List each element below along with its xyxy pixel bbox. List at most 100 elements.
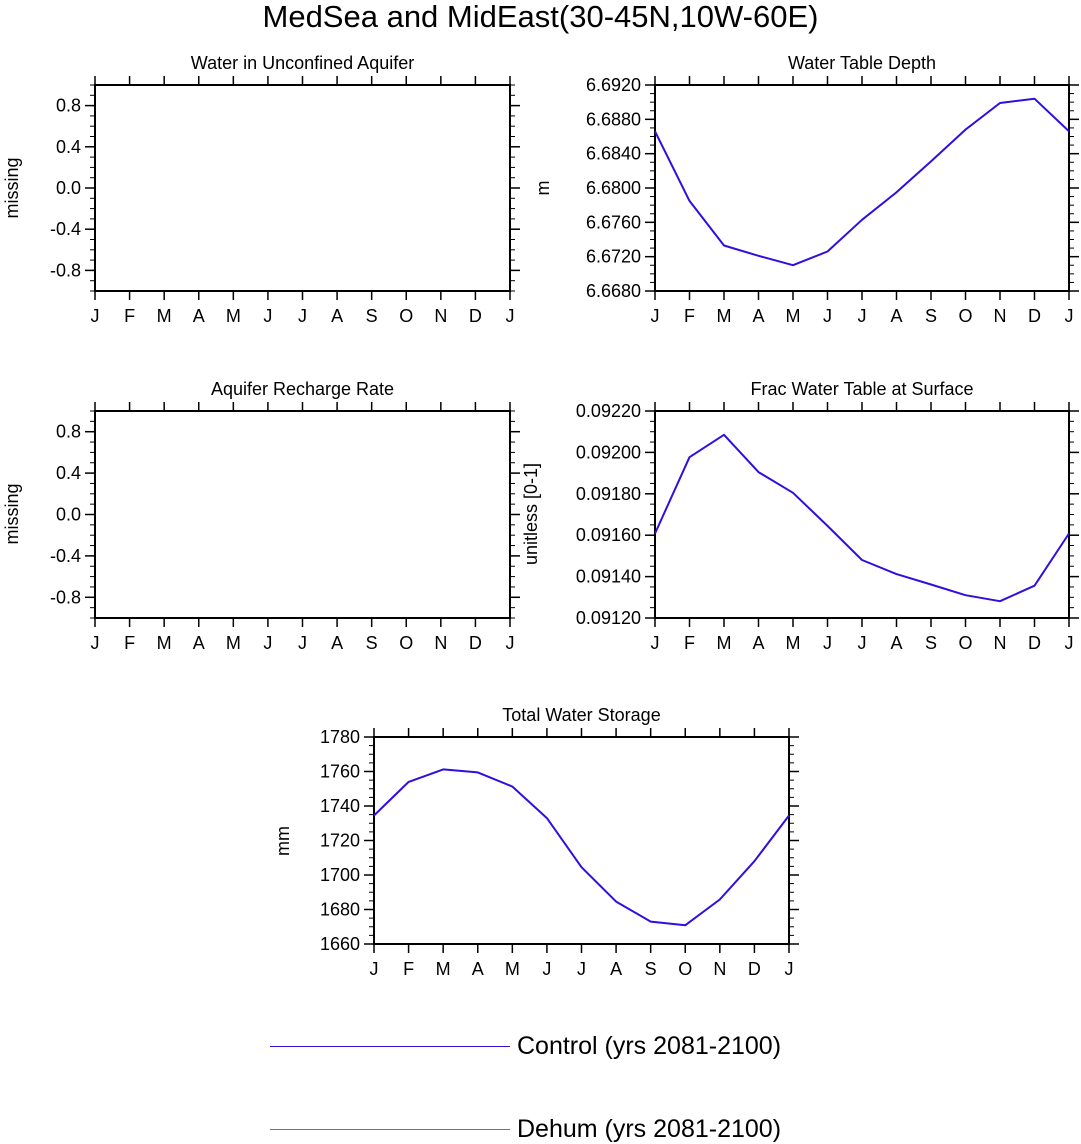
x-tick-label: A xyxy=(610,959,622,979)
x-tick-label: J xyxy=(1065,633,1074,653)
x-tick-label: M xyxy=(436,959,451,979)
x-tick-label: D xyxy=(469,306,482,326)
legend-label-dehum: Dehum (yrs 2081-2100) xyxy=(517,1115,782,1143)
y-tick-label: 0.09180 xyxy=(576,484,641,504)
y-tick-label: 6.6720 xyxy=(586,247,641,267)
x-tick-label: A xyxy=(752,633,764,653)
y-tick-label: 1760 xyxy=(320,762,360,782)
y-tick-label: 0.0 xyxy=(56,505,81,525)
y-tick-label: 0.09120 xyxy=(576,608,641,628)
x-tick-label: N xyxy=(434,633,447,653)
x-tick-label: J xyxy=(858,633,867,653)
plot-frame xyxy=(94,84,511,292)
x-tick-label: M xyxy=(226,633,241,653)
y-tick-label: 1700 xyxy=(320,865,360,885)
x-tick-label: O xyxy=(399,633,413,653)
x-tick-label: M xyxy=(226,306,241,326)
y-tick-label: -0.4 xyxy=(50,546,81,566)
x-tick-label: M xyxy=(157,306,172,326)
y-tick-label: 6.6680 xyxy=(586,281,641,301)
y-tick-label: 0.09140 xyxy=(576,567,641,587)
x-tick-label: A xyxy=(331,633,343,653)
x-tick-label: A xyxy=(472,959,484,979)
x-tick-label: N xyxy=(994,633,1007,653)
panel-title: Aquifer Recharge Rate xyxy=(211,379,394,399)
x-tick-label: M xyxy=(505,959,520,979)
x-tick-label: O xyxy=(958,306,972,326)
y-axis-label: mm xyxy=(273,826,293,856)
y-tick-label: 0.4 xyxy=(56,137,81,157)
x-tick-label: D xyxy=(748,959,761,979)
x-tick-label: S xyxy=(366,306,378,326)
legend-line-control xyxy=(270,1046,510,1047)
x-tick-label: S xyxy=(925,633,937,653)
x-tick-label: F xyxy=(403,959,414,979)
x-tick-label: M xyxy=(717,633,732,653)
y-tick-label: 6.6840 xyxy=(586,144,641,164)
y-tick-label: -0.4 xyxy=(50,219,81,239)
y-tick-label: 0.09160 xyxy=(576,525,641,545)
x-tick-label: N xyxy=(434,306,447,326)
legend-line-dehum xyxy=(270,1129,510,1130)
x-tick-label: A xyxy=(890,306,902,326)
x-tick-label: D xyxy=(469,633,482,653)
y-tick-label: 0.8 xyxy=(56,96,81,116)
y-tick-label: -0.8 xyxy=(50,260,81,280)
series-line-control xyxy=(654,97,1070,267)
x-tick-label: J xyxy=(823,633,832,653)
x-tick-label: M xyxy=(157,633,172,653)
x-tick-label: M xyxy=(786,633,801,653)
x-tick-label: J xyxy=(91,306,100,326)
x-tick-label: O xyxy=(399,306,413,326)
x-tick-label: S xyxy=(366,633,378,653)
series-line-control xyxy=(373,768,790,927)
x-tick-label: D xyxy=(1028,633,1041,653)
x-tick-label: J xyxy=(263,306,272,326)
plot-frame xyxy=(94,410,511,619)
plot-frame xyxy=(654,84,1070,292)
legend-item-dehum: Dehum (yrs 2081-2100) xyxy=(0,1114,1081,1144)
panel-aquifer-recharge-rate: Aquifer Recharge Rate J F M A M J J A S O N D J -0.8 -0… xyxy=(2,379,520,653)
legend-item-control: Control (yrs 2081-2100) xyxy=(0,1031,1081,1061)
x-tick-label: J xyxy=(651,306,660,326)
x-tick-label: J xyxy=(651,633,660,653)
x-tick-label: M xyxy=(717,306,732,326)
x-tick-label: J xyxy=(298,633,307,653)
y-axis-label: m xyxy=(533,181,553,196)
x-tick-label: J xyxy=(823,306,832,326)
y-tick-label: 0.09200 xyxy=(576,442,641,462)
x-tick-label: A xyxy=(331,306,343,326)
y-tick-label: -0.8 xyxy=(50,587,81,607)
y-tick-label: 6.6800 xyxy=(586,178,641,198)
panel-title: Water Table Depth xyxy=(788,53,936,73)
x-tick-label: N xyxy=(713,959,726,979)
y-axis-label: unitless [0-1] xyxy=(521,463,541,565)
x-tick-label: N xyxy=(994,306,1007,326)
y-tick-label: 1740 xyxy=(320,796,360,816)
panel-water-in-unconfined-aquifer: Water in Unconfined Aquifer J F M A M J J A S O N D J… xyxy=(2,53,520,326)
x-tick-label: F xyxy=(124,306,135,326)
x-tick-label: A xyxy=(193,306,205,326)
x-tick-label: F xyxy=(124,633,135,653)
x-tick-label: J xyxy=(91,633,100,653)
y-axis-label: missing xyxy=(2,483,22,544)
y-tick-label: 6.6760 xyxy=(586,212,641,232)
y-tick-label: 0.4 xyxy=(56,463,81,483)
x-tick-label: J xyxy=(577,959,586,979)
x-tick-label: J xyxy=(858,306,867,326)
y-tick-label: 1660 xyxy=(320,934,360,954)
x-tick-label: J xyxy=(785,959,794,979)
y-tick-label: 0.0 xyxy=(56,178,81,198)
figure-title: MedSea and MidEast(30-45N,10W-60E) xyxy=(262,0,819,34)
x-tick-label: S xyxy=(925,306,937,326)
y-tick-label: 1780 xyxy=(320,727,360,747)
y-tick-label: 1680 xyxy=(320,900,360,920)
panel-title: Frac Water Table at Surface xyxy=(750,379,973,399)
x-tick-label: J xyxy=(298,306,307,326)
x-tick-label: M xyxy=(786,306,801,326)
y-tick-label: 6.6880 xyxy=(586,109,641,129)
x-tick-label: J xyxy=(506,633,515,653)
series-line-control xyxy=(654,433,1070,603)
